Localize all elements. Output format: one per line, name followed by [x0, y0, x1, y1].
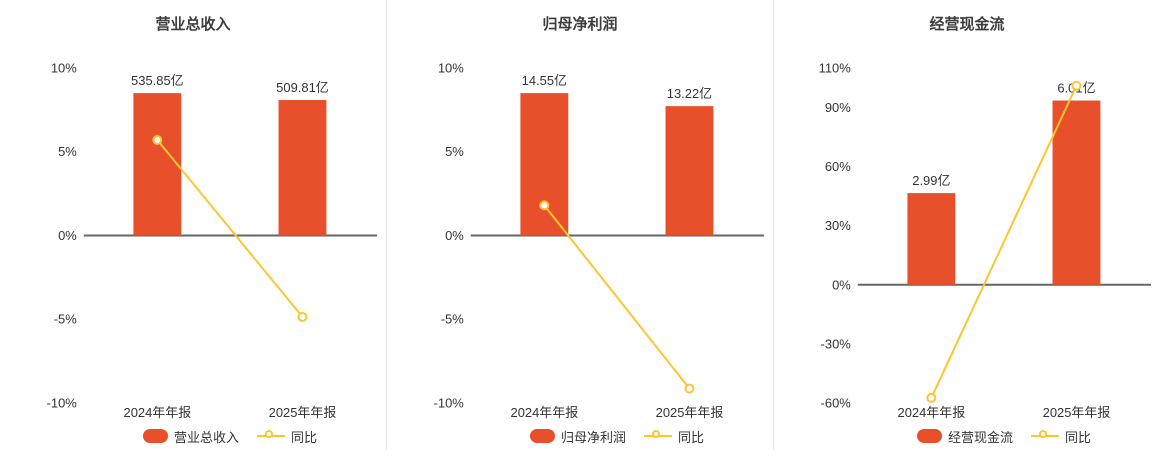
x-axis-label: 2024年年报	[898, 405, 966, 420]
bar-2025年年报[interactable]	[1052, 100, 1101, 285]
bar-2024年年报[interactable]	[907, 193, 956, 285]
bar-value-label: 14.55亿	[522, 73, 567, 88]
bar-value-label: 13.22亿	[667, 86, 712, 101]
legend-item-bar-series[interactable]: 营业总收入	[142, 427, 239, 446]
y-axis-tick: -30%	[821, 336, 852, 351]
yoy-marker[interactable]	[926, 392, 937, 403]
chart-legend: 归母净利润 同比	[387, 424, 773, 448]
chart-title: 归母净利润	[542, 16, 618, 33]
y-axis-tick: -5%	[54, 312, 78, 327]
bar-swatch-icon	[529, 429, 555, 443]
y-axis-tick: -10%	[47, 395, 78, 410]
legend-bar-label: 归母净利润	[560, 429, 626, 445]
chart-title: 营业总收入	[155, 16, 231, 33]
legend-item-yoy[interactable]: 同比	[257, 427, 317, 446]
yoy-line[interactable]	[930, 85, 1078, 399]
y-axis-tick: 0%	[832, 277, 851, 292]
bar-2024年年报[interactable]	[520, 93, 569, 236]
chart-title: 经营现金流	[929, 16, 1005, 33]
legend-item-bar-series[interactable]: 经营现金流	[916, 427, 1013, 446]
bar-value-label: 509.81亿	[276, 80, 329, 95]
bar-swatch-icon	[916, 429, 942, 443]
bar-swatch-icon	[142, 429, 168, 443]
bar-value-label: 2.99亿	[912, 173, 950, 188]
chart-legend: 营业总收入 同比	[0, 424, 386, 448]
chart-plot: 10% 5% 0% -5% -10% 535.85亿 2024年年报 509.81亿 2025年…	[47, 60, 378, 420]
legend-bar-label: 经营现金流	[947, 429, 1013, 445]
yoy-line[interactable]	[543, 204, 691, 390]
x-axis-label: 2025年年报	[656, 405, 724, 420]
y-axis-tick: 90%	[825, 100, 851, 115]
yoy-marker[interactable]	[539, 200, 550, 211]
line-marker-icon	[644, 430, 672, 442]
line-marker-icon	[257, 430, 285, 442]
x-axis-label: 2024年年报	[124, 405, 192, 420]
chart-legend: 经营现金流 同比	[774, 424, 1160, 448]
bar-2024年年报[interactable]	[133, 93, 182, 236]
y-axis-tick: 10%	[438, 60, 464, 75]
yoy-marker[interactable]	[684, 383, 695, 394]
y-axis-tick: 0%	[58, 228, 77, 243]
y-axis-tick: 5%	[58, 144, 77, 159]
y-axis-tick: -10%	[434, 395, 465, 410]
y-axis-tick: 0%	[445, 228, 464, 243]
y-axis-tick: 30%	[825, 218, 851, 233]
bar-2025年年报[interactable]	[278, 100, 327, 236]
bar-2025年年报[interactable]	[665, 106, 714, 236]
panel-revenue: 营业总收入 10% 5% 0% -5% -10% 535.85亿 2024年年报 509.81…	[0, 0, 386, 450]
yoy-marker[interactable]	[152, 135, 163, 146]
panel-net-profit: 归母净利润 10% 5% 0% -5% -10% 14.55亿 2024年年报 13.22亿 2…	[386, 0, 773, 450]
yoy-marker[interactable]	[297, 311, 308, 322]
chart-plot: 110%90%60%30%0%-30%-60%2.99亿2024年年报6.01亿…	[819, 60, 1152, 420]
chart-plot: 10% 5% 0% -5% -10% 14.55亿 2024年年报 13.22亿 2025年年报	[434, 60, 765, 420]
legend-yoy-label: 同比	[291, 429, 318, 445]
yoy-line[interactable]	[156, 139, 304, 318]
legend-yoy-label: 同比	[1065, 429, 1092, 445]
legend-bar-label: 营业总收入	[173, 429, 239, 445]
panel-cash-flow: 经营现金流 110% 90% 60% 30% 0% -30% -60% 2.99亿 2024年年…	[773, 0, 1160, 450]
bar-value-label: 535.85亿	[131, 73, 184, 88]
y-axis-tick: 60%	[825, 159, 851, 174]
line-marker-icon	[1031, 430, 1059, 442]
legend-item-bar-series[interactable]: 归母净利润	[529, 427, 626, 446]
y-axis-tick: -60%	[821, 395, 852, 410]
y-axis-tick: 5%	[445, 144, 464, 159]
x-axis-label: 2025年年报	[269, 405, 337, 420]
legend-item-yoy[interactable]: 同比	[1031, 427, 1091, 446]
legend-item-yoy[interactable]: 同比	[644, 427, 704, 446]
yoy-marker[interactable]	[1071, 80, 1082, 91]
legend-yoy-label: 同比	[678, 429, 705, 445]
y-axis-tick: 10%	[51, 60, 77, 75]
y-axis-tick: 110%	[819, 60, 852, 75]
x-axis-label: 2024年年报	[511, 405, 579, 420]
y-axis-tick: -5%	[441, 312, 465, 327]
x-axis-label: 2025年年报	[1043, 405, 1111, 420]
